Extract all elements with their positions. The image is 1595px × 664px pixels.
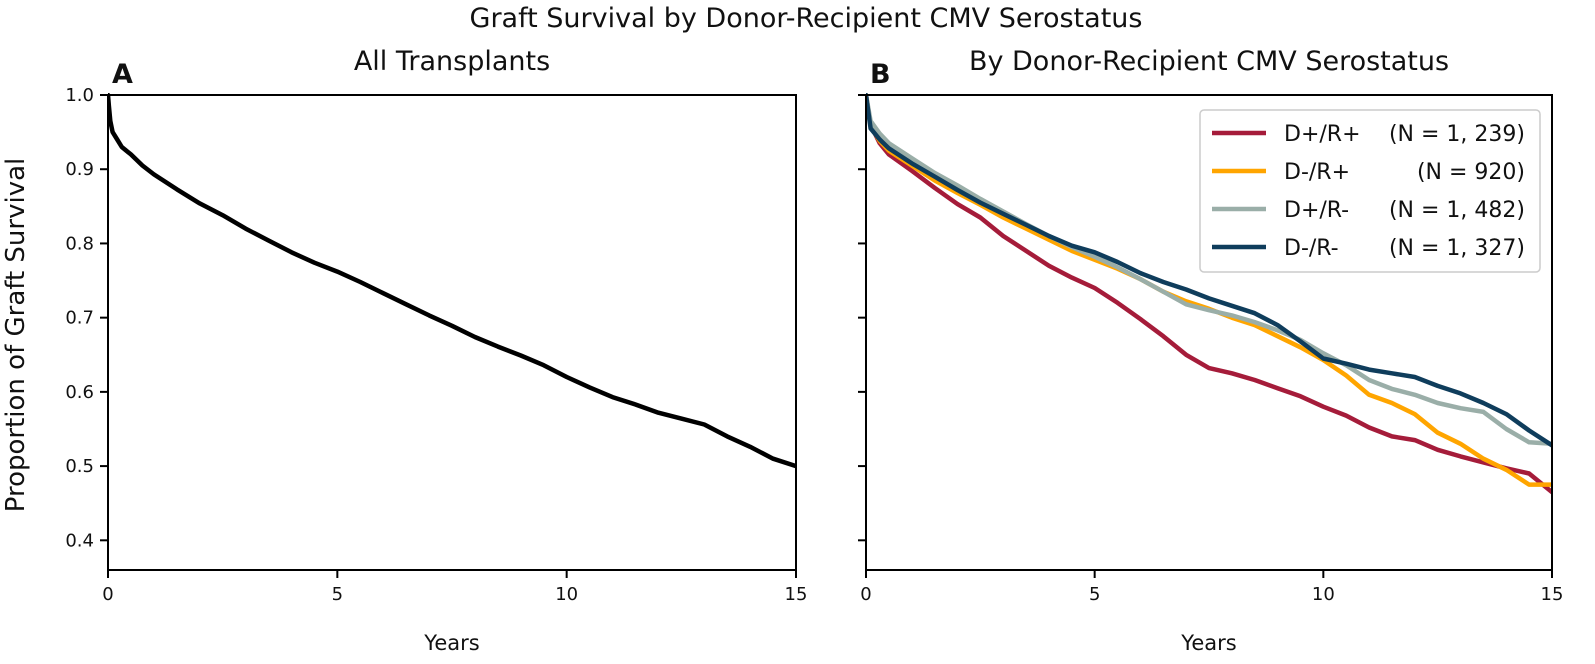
y-tick-label: 1.0 <box>65 85 94 106</box>
panel-title: All Transplants <box>354 46 550 77</box>
series-line-d-r <box>866 93 1552 448</box>
x-tick-label: 5 <box>1089 584 1100 605</box>
y-tick-label: 0.9 <box>65 159 94 180</box>
x-tick-label: 15 <box>785 584 808 605</box>
legend-series-count: (N = 920) <box>1417 160 1525 185</box>
y-tick-label: 0.4 <box>65 530 94 551</box>
panel-b: 0 5 10 15 By Donor-Recipient CMV Serostatus Y… <box>858 46 1563 655</box>
x-axis-label: Years <box>423 631 479 655</box>
legend-series-count: (N = 1, 482) <box>1389 198 1525 223</box>
legend-series-count: (N = 1, 327) <box>1389 236 1525 261</box>
legend-series-name: D+/R+ <box>1284 122 1361 147</box>
x-tick-label: 0 <box>860 584 871 605</box>
figure-suptitle: Graft Survival by Donor-Recipient CMV Se… <box>470 3 1143 34</box>
plot-frame <box>865 94 1553 571</box>
x-tick-label: 10 <box>555 584 578 605</box>
y-axis-label: Proportion of Graft Survival <box>1 158 31 513</box>
legend: D+/R+ (N = 1, 239) D-/R+ (N = 920) D+/R- (N =… <box>1199 109 1541 273</box>
legend-box <box>1199 109 1541 273</box>
y-tick-label: 0.8 <box>65 233 94 254</box>
x-tick-label: 15 <box>1541 584 1564 605</box>
legend-series-name: D+/R- <box>1284 198 1349 223</box>
legend-series-name: D-/R- <box>1284 236 1339 261</box>
x-tick-label: 5 <box>332 584 343 605</box>
legend-series-name: D-/R+ <box>1284 160 1350 185</box>
series-group <box>108 93 796 469</box>
plot-frame <box>107 94 797 571</box>
panel-letter: B <box>870 59 891 90</box>
series-line <box>108 93 796 469</box>
panel-title: By Donor-Recipient CMV Serostatus <box>969 46 1449 77</box>
legend-series-count: (N = 1, 239) <box>1389 122 1525 147</box>
series-line-d-r <box>866 93 1552 447</box>
x-tick-label: 10 <box>1312 584 1335 605</box>
y-tick-label: 0.5 <box>65 456 94 477</box>
x-axis-label: Years <box>1180 631 1236 655</box>
series-line-d-r <box>866 93 1552 495</box>
series-group <box>866 93 1552 495</box>
series-line-d-r <box>866 93 1552 487</box>
panel-a: 0 5 10 15 0.4 0.5 0.6 0.7 0.8 0.9 1.0 All Transplan… <box>65 46 807 655</box>
x-tick-label: 0 <box>102 584 113 605</box>
panel-letter: A <box>112 59 133 90</box>
y-tick-label: 0.6 <box>65 382 94 403</box>
y-tick-label: 0.7 <box>65 308 94 329</box>
